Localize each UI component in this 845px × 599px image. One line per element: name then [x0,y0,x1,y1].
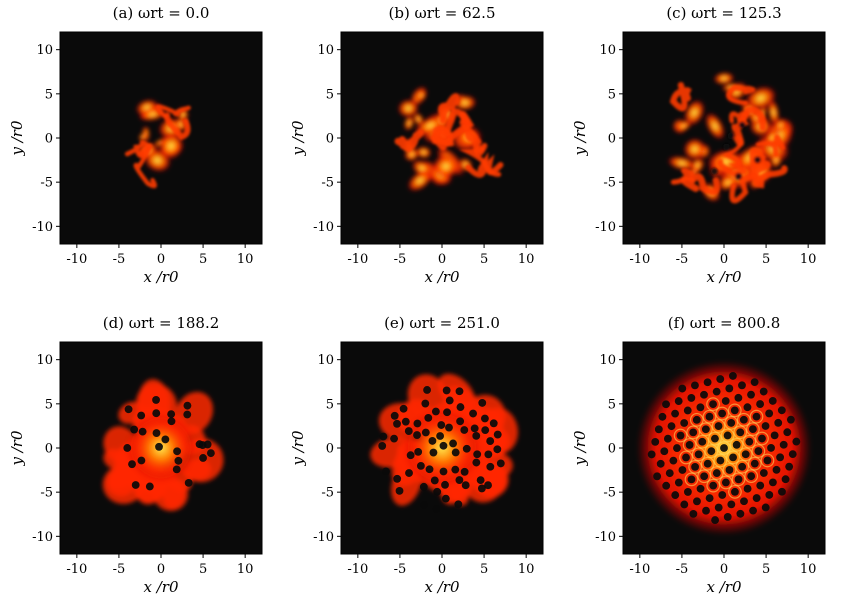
y-tick-label: 5 [326,397,334,412]
density-image [667,71,795,204]
y-tick-label: 0 [608,132,616,147]
plot-frame [622,31,826,245]
subplot-title: (d) ωrt = 188.2 [103,314,220,332]
density-image [370,373,518,513]
x-tick-label: 5 [199,252,207,267]
plot-frame [340,31,544,245]
subplot-title: (f) ωrt = 800.8 [668,314,781,332]
y-tick-label: 10 [36,43,53,58]
y-tick-label: -10 [313,530,334,545]
subplot-title: (e) ωrt = 251.0 [384,314,500,332]
plot-frame [59,31,263,245]
y-tick-label: -10 [595,220,616,235]
subplot-d: -10 -5 0 5 10 -10 -5 0 5 10 (d) ωrt = 188.2 x /r0 y … [8,314,263,596]
x-axis-label: x /r0 [707,268,742,286]
y-tick-label: -10 [32,530,53,545]
subplot-title: (a) ωrt = 0.0 [113,4,210,22]
plot-frame [340,341,544,555]
x-tick-label: -5 [676,562,689,577]
x-axis-label: x /r0 [144,578,179,596]
y-tick-label: -10 [595,530,616,545]
x-tick-label: 5 [480,252,488,267]
y-tick-label: 5 [45,397,53,412]
x-tick-label: 0 [438,252,446,267]
x-tick-label: -10 [66,252,87,267]
y-tick-label: 10 [317,353,334,368]
x-axis-label: x /r0 [425,578,460,596]
y-tick-label: -10 [313,220,334,235]
x-axis-label: x /r0 [707,578,742,596]
x-tick-label: 5 [199,562,207,577]
y-axis-label: y /r0 [571,430,589,466]
x-tick-label: -10 [347,562,368,577]
x-tick-label: 0 [720,252,728,267]
y-tick-label: 5 [608,397,616,412]
x-axis-label: x /r0 [144,268,179,286]
x-tick-label: 0 [157,252,165,267]
y-tick-label: 0 [45,132,53,147]
y-axis-label: y /r0 [8,430,26,466]
y-tick-label: 10 [599,43,616,58]
y-tick-label: 0 [326,132,334,147]
x-tick-label: -10 [629,252,650,267]
y-tick-label: 0 [45,442,53,457]
x-tick-label: -10 [347,252,368,267]
y-tick-label: 0 [326,442,334,457]
subplot-a: -10 -5 0 5 10 -10 -5 0 5 10 (a) ωrt = 0.0 x /r0 y /r… [8,4,263,286]
heatmap-background [60,32,262,244]
plot-frame [622,341,826,555]
plot-frame [59,341,263,555]
x-tick-label: 10 [800,252,817,267]
y-tick-label: -5 [321,176,334,191]
x-tick-label: -5 [113,562,126,577]
x-tick-label: 10 [237,252,254,267]
x-tick-label: 10 [518,252,535,267]
x-tick-label: 10 [237,562,254,577]
y-tick-label: -5 [40,486,53,501]
y-tick-label: 5 [326,87,334,102]
y-tick-label: 5 [45,87,53,102]
y-tick-label: 10 [36,353,53,368]
x-tick-label: 0 [720,562,728,577]
y-tick-label: -5 [603,176,616,191]
subplot-title: (c) ωrt = 125.3 [666,4,781,22]
subplot-e: -10 -5 0 5 10 -10 -5 0 5 10 (e) ωrt = 251.0 x /r0 y … [289,314,544,596]
x-tick-label: 0 [157,562,165,577]
x-tick-label: 5 [762,252,770,267]
density-image [394,85,504,192]
y-tick-label: 0 [608,442,616,457]
y-axis-label: y /r0 [8,120,26,156]
x-axis-label: x /r0 [425,268,460,286]
x-tick-label: -5 [394,252,407,267]
y-tick-label: -10 [32,220,53,235]
density-image [636,360,812,536]
density-image [124,99,191,189]
x-tick-label: -10 [66,562,87,577]
y-axis-label: y /r0 [289,120,307,156]
x-tick-label: 10 [518,562,535,577]
x-tick-label: 0 [438,562,446,577]
y-axis-label: y /r0 [289,430,307,466]
x-tick-label: 5 [480,562,488,577]
subplot-c: -10 -5 0 5 10 -10 -5 0 5 10 (c) ωrt = 125.3 x /r0 y … [571,4,826,286]
y-tick-label: -5 [40,176,53,191]
x-tick-label: 10 [800,562,817,577]
subplot-title: (b) ωrt = 62.5 [388,4,495,22]
x-tick-label: 5 [762,562,770,577]
y-axis-label: y /r0 [571,120,589,156]
density-image [102,379,224,511]
x-tick-label: -5 [394,562,407,577]
y-tick-label: 10 [317,43,334,58]
y-tick-label: -5 [321,486,334,501]
y-tick-label: -5 [603,486,616,501]
y-tick-label: 10 [599,353,616,368]
subplot-b: -10 -5 0 5 10 -10 -5 0 5 10 (b) ωrt = 62.5 x /r0 y /… [289,4,544,286]
x-tick-label: -5 [676,252,689,267]
x-tick-label: -10 [629,562,650,577]
y-tick-label: 5 [608,87,616,102]
x-tick-label: -5 [113,252,126,267]
subplot-f: -10 -5 0 5 10 -10 -5 0 5 10 (f) ωrt = 800.8 x /r0 y … [571,314,826,596]
